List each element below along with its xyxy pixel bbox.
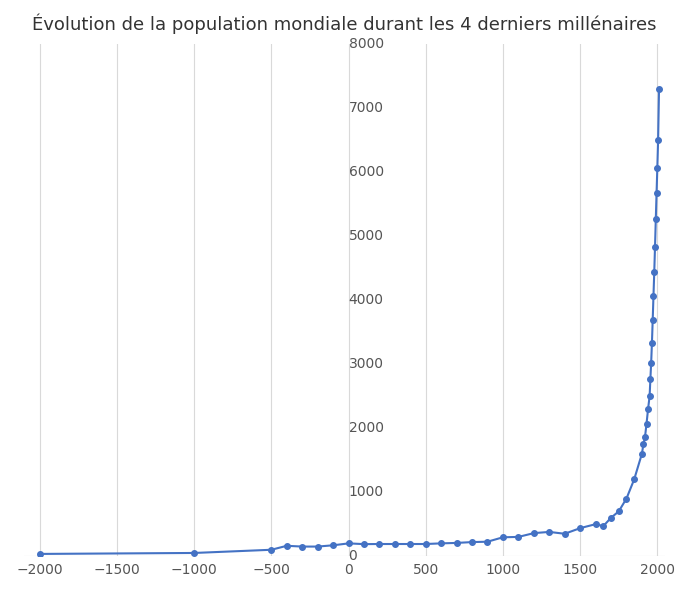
Text: 6000: 6000 xyxy=(348,165,384,179)
Text: 4000: 4000 xyxy=(348,293,384,307)
Text: 0: 0 xyxy=(348,549,357,563)
Text: 7000: 7000 xyxy=(348,101,384,115)
Text: 1000: 1000 xyxy=(348,485,384,499)
Title: Évolution de la population mondiale durant les 4 derniers millénaires: Évolution de la population mondiale dura… xyxy=(32,14,657,34)
Text: 8000: 8000 xyxy=(348,37,384,51)
Text: 5000: 5000 xyxy=(348,229,384,243)
Text: 3000: 3000 xyxy=(348,357,384,371)
Text: 2000: 2000 xyxy=(348,421,384,435)
